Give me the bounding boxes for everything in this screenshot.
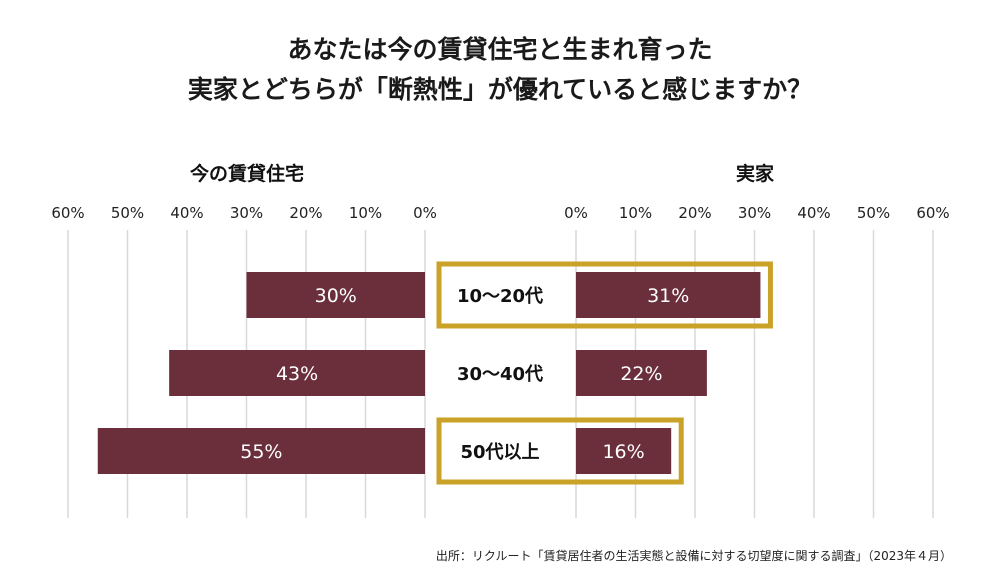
chart-title-line-2: 実家とどちらが「断熱性」が優れていると感じますか？ [187,75,813,104]
highlight-frame [436,417,684,485]
bar-label-left: 43% [276,363,318,385]
tick-label-left: 40% [170,204,203,222]
category-label: 30～40代 [457,364,543,385]
chart-title: あなたは今の賃貸住宅と生まれ育った 実家とどちらが「断熱性」が優れていると感じま… [0,30,1000,110]
bar-label-right: 16% [602,441,644,463]
tick-label-left: 30% [230,204,263,222]
bar-left [97,428,425,474]
tick-label-right: 60% [916,204,949,222]
series-header-left: 今の賃貸住宅 [189,162,304,185]
highlight-frame [436,261,773,329]
bar-right [576,272,761,318]
tick-label-left: 0% [413,204,437,222]
bar-right [576,428,672,474]
tick-label-left: 20% [289,204,322,222]
tick-label-right: 40% [797,204,830,222]
tick-label-right: 10% [619,204,652,222]
bar-right [576,350,707,396]
tick-label-right: 50% [857,204,890,222]
bar-label-left: 30% [315,285,357,307]
bar-label-right: 31% [647,285,689,307]
tick-label-left: 10% [349,204,382,222]
tick-label-left: 50% [111,204,144,222]
tick-label-left: 60% [51,204,84,222]
bar-left [169,350,425,396]
bar-label-left: 55% [240,441,282,463]
tick-label-right: 30% [738,204,771,222]
series-header-right: 実家 [736,162,775,185]
category-label: 50代以上 [460,442,539,463]
source-note: 出所：リクルート「賃貸居住者の生活実態と設備に対する切望度に関する調査」（202… [435,549,952,563]
bar-left [246,272,425,318]
chart-title-line-1: あなたは今の賃貸住宅と生まれ育った [287,35,713,64]
tick-label-right: 0% [564,204,588,222]
category-label: 10～20代 [457,286,543,307]
bar-label-right: 22% [620,363,662,385]
tick-label-right: 20% [678,204,711,222]
